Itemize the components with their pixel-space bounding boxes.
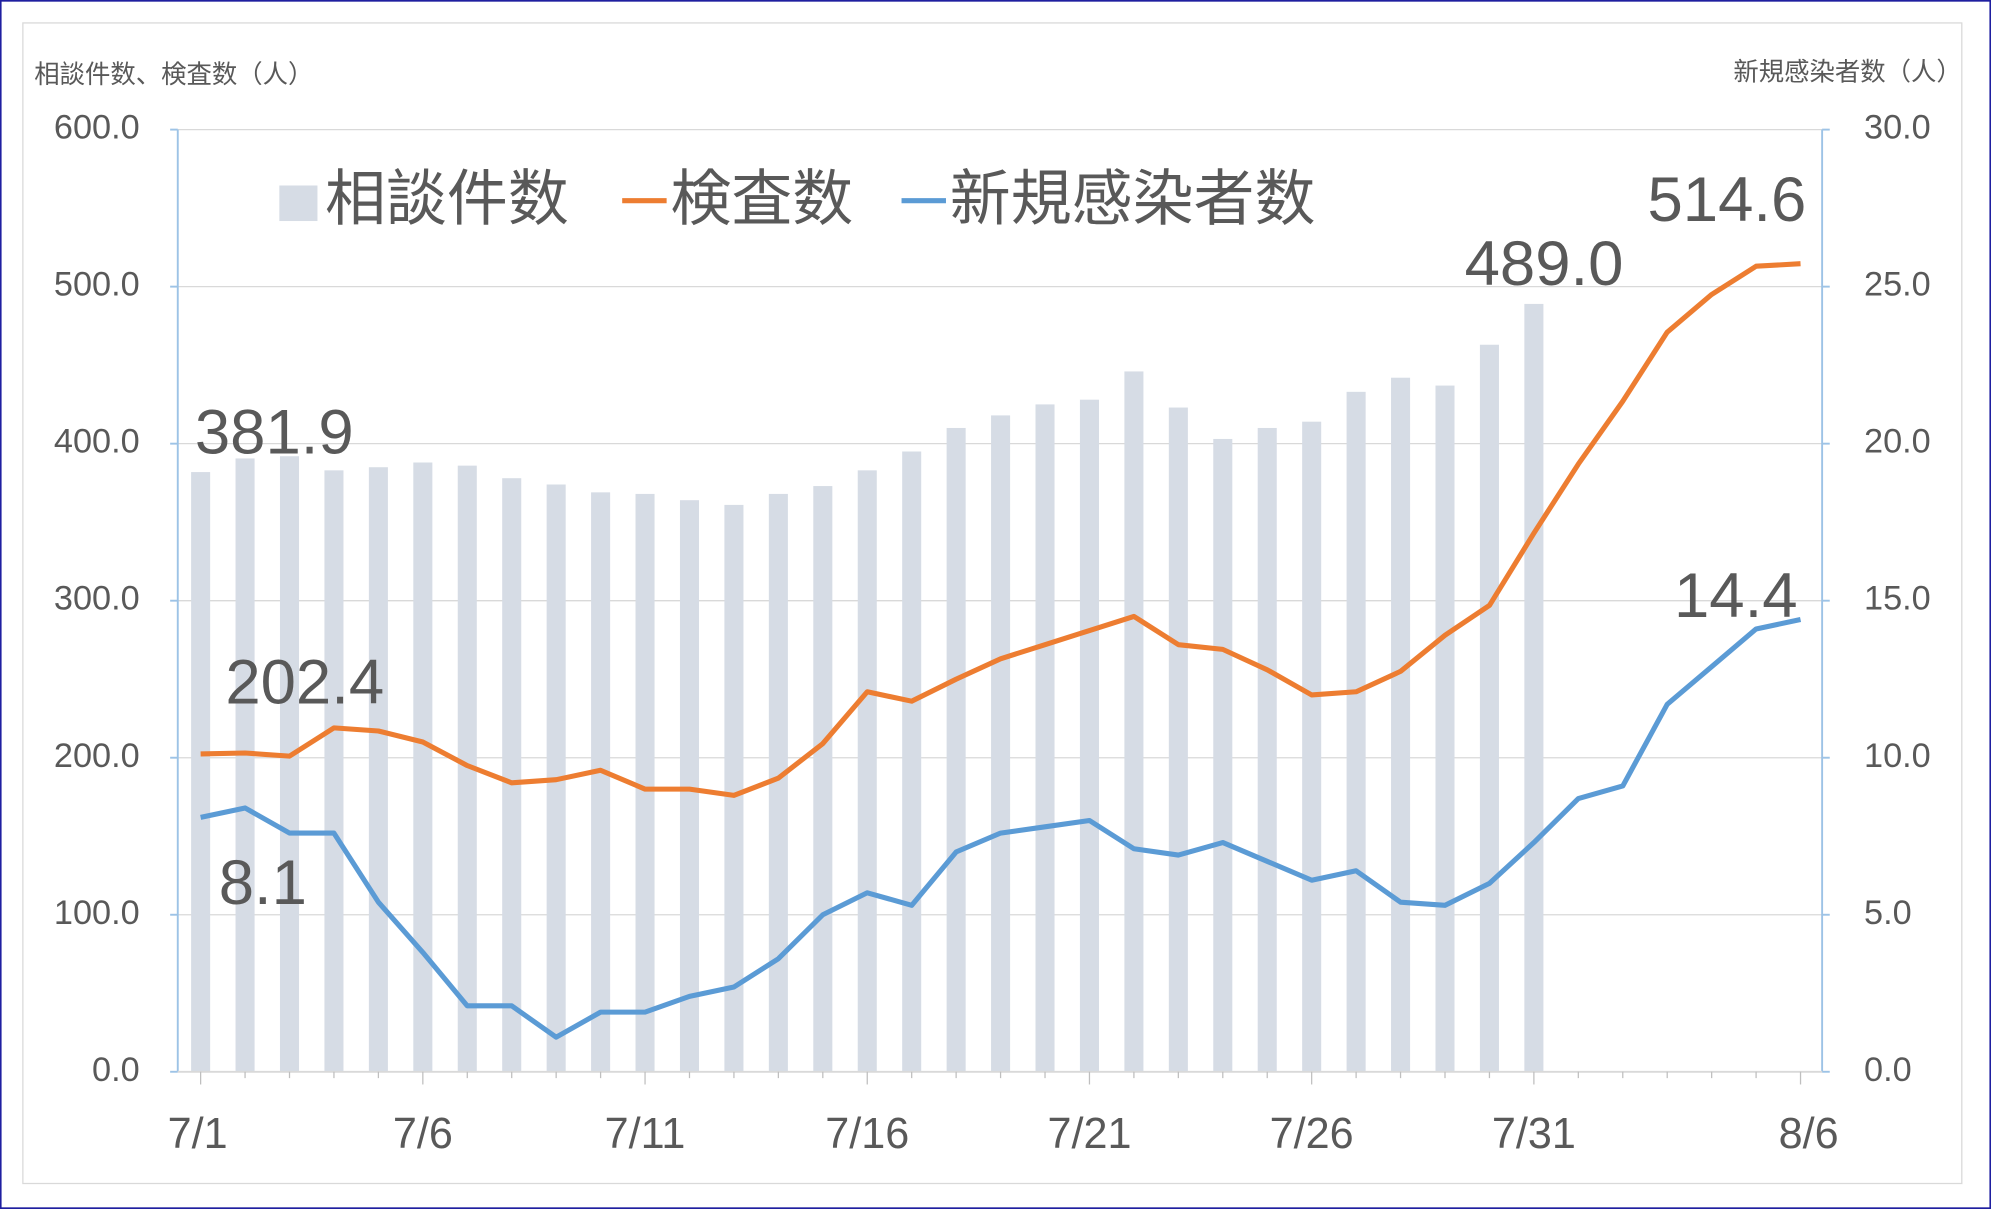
y2-tick-label: 10.0	[1864, 737, 1931, 775]
bar	[768, 493, 788, 1072]
data-label: 202.4	[225, 647, 384, 717]
bar	[1391, 377, 1411, 1072]
bar	[413, 462, 433, 1072]
data-label: 381.9	[195, 397, 354, 467]
bar	[1302, 421, 1322, 1072]
legend-label: 検査数	[670, 164, 853, 232]
bar	[591, 492, 611, 1072]
bar	[991, 415, 1011, 1072]
x-tick-label: 7/11	[605, 1110, 686, 1158]
data-label: 489.0	[1465, 229, 1624, 299]
data-label: 14.4	[1674, 561, 1798, 631]
bar	[1124, 371, 1144, 1072]
bar	[1079, 399, 1099, 1072]
bar	[946, 427, 966, 1072]
data-label: 8.1	[219, 848, 307, 918]
bar	[1479, 344, 1499, 1072]
y2-axis-title: 新規感染者数（人）	[1733, 58, 1961, 86]
line	[200, 261, 1801, 798]
bar	[279, 456, 300, 1072]
bar	[813, 486, 833, 1072]
bar	[635, 493, 655, 1072]
legend-swatch	[279, 185, 318, 222]
y-tick-label: 100.0	[54, 894, 140, 932]
x-tick-label: 7/26	[1270, 1110, 1354, 1158]
bar	[235, 458, 255, 1072]
y-tick-label: 400.0	[54, 423, 140, 461]
line	[200, 617, 1802, 1040]
plot-frame	[22, 22, 1963, 1185]
y-tick-label: 500.0	[54, 266, 140, 304]
y2-tick-label: 15.0	[1864, 580, 1931, 618]
bar	[857, 470, 877, 1072]
x-tick-label: 7/6	[393, 1110, 453, 1158]
axes: 0.0 100.0 200.0 300.0 400.0 500.0 600.0 0.0 5.0 1…	[54, 109, 1931, 1158]
bar	[368, 467, 388, 1072]
bar	[1257, 427, 1277, 1072]
x-tick-label: 7/1	[168, 1110, 228, 1158]
marks	[191, 261, 1802, 1072]
y2-tick-label: 0.0	[1864, 1051, 1912, 1089]
bar	[1035, 404, 1055, 1072]
y-tick-label: 200.0	[54, 737, 140, 775]
bar	[1346, 391, 1366, 1072]
legend: 相談件数 検査数 新規感染者数	[279, 164, 1315, 232]
legend-label: 新規感染者数	[950, 164, 1316, 232]
y2-tick-label: 20.0	[1864, 423, 1931, 461]
x-tick-label: 8/6	[1779, 1110, 1839, 1158]
bar	[902, 451, 922, 1072]
bar	[1213, 438, 1233, 1072]
bar	[679, 500, 700, 1072]
bar	[724, 504, 744, 1072]
y2-tick-label: 25.0	[1864, 266, 1931, 304]
data-label: 514.6	[1647, 165, 1806, 235]
y2-tick-label: 30.0	[1864, 109, 1931, 147]
bar	[191, 472, 211, 1072]
bar	[1435, 385, 1455, 1072]
bar	[457, 465, 477, 1072]
y2-tick-label: 5.0	[1864, 894, 1912, 932]
bar	[502, 478, 522, 1072]
bar	[324, 470, 344, 1072]
x-tick-label: 7/21	[1047, 1110, 1131, 1158]
bar	[1524, 303, 1544, 1072]
y-tick-label: 600.0	[54, 109, 140, 147]
y-axis-title: 相談件数、検査数（人）	[34, 61, 313, 89]
y-tick-label: 300.0	[54, 580, 140, 618]
x-tick-label: 7/31	[1492, 1110, 1576, 1158]
y-tick-label: 0.0	[92, 1051, 140, 1089]
bar	[1168, 407, 1188, 1072]
x-tick-label: 7/16	[825, 1110, 909, 1158]
legend-label: 相談件数	[325, 164, 569, 232]
